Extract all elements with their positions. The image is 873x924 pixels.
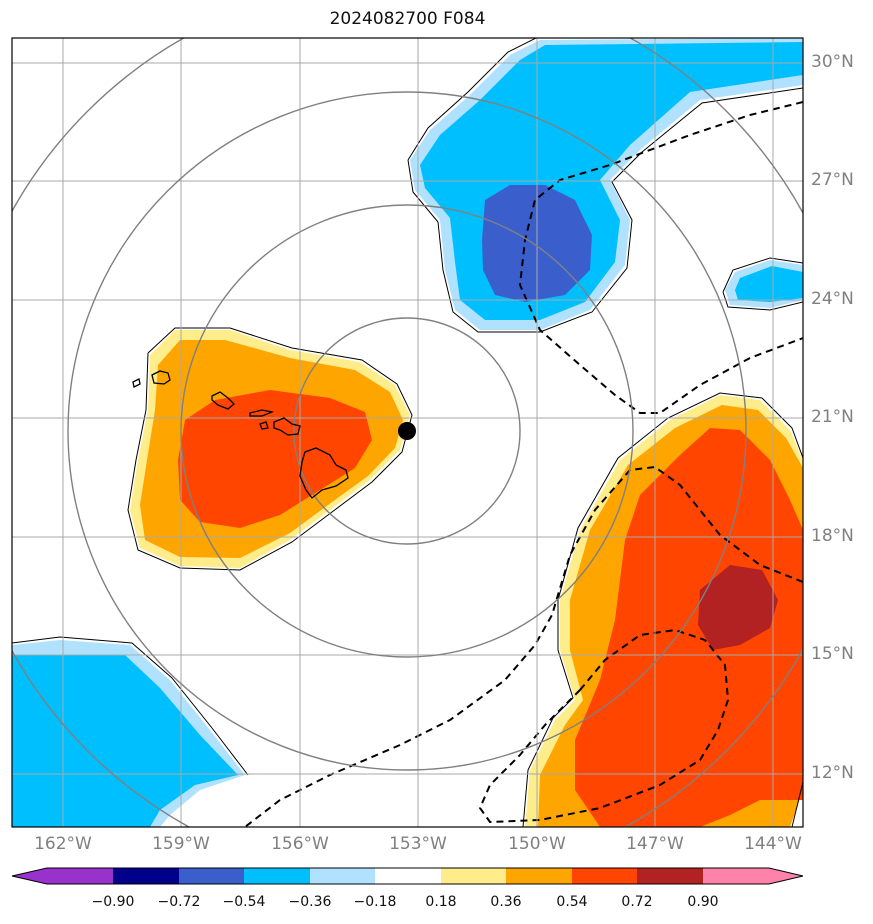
- big-island: [299, 447, 349, 499]
- lon-label-150w: 150°W: [508, 834, 566, 854]
- oahu-island: [211, 391, 235, 410]
- colorbar-tick-label: 0.18: [425, 894, 457, 910]
- colorbar-tick-label: −0.54: [222, 894, 266, 910]
- colorbar: [11, 867, 804, 885]
- lat-label-15n: 15°N: [811, 644, 854, 664]
- colorbar-cell: [375, 868, 441, 884]
- colorbar-cell: [506, 868, 572, 884]
- colorbar-cell: [637, 868, 703, 884]
- lon-label-147w: 147°W: [626, 834, 684, 854]
- colorbar-cell: [113, 868, 179, 884]
- map-title: 2024082700 F084: [329, 9, 486, 29]
- colorbar-outline: [11, 867, 804, 885]
- lat-label-12n: 12°N: [811, 763, 854, 783]
- map-frame: [11, 37, 804, 828]
- range-ring: [180, 204, 634, 658]
- dashed-contours: [244, 101, 803, 827]
- lat-label-18n: 18°N: [811, 526, 854, 546]
- colorbar-tick-label: −0.36: [288, 894, 332, 910]
- colorbar-cell: [179, 868, 244, 884]
- range-ring: [67, 91, 747, 771]
- colorbar-cell: [244, 868, 310, 884]
- colorbar-cell: [441, 868, 506, 884]
- colorbar-extend-max: [769, 868, 803, 884]
- lon-label-159w: 159°W: [152, 834, 210, 854]
- colorbar-tick-label: 0.90: [687, 894, 719, 910]
- maui-island: [273, 417, 301, 436]
- colorbar-tick-label: 0.54: [556, 894, 588, 910]
- colorbar-cell: [703, 868, 769, 884]
- molokai-island: [249, 409, 275, 417]
- lanai-island: [259, 421, 269, 430]
- colorbar-tick-label: 0.72: [621, 894, 653, 910]
- lon-label-156w: 156°W: [271, 834, 329, 854]
- lon-label-162w: 162°W: [34, 834, 92, 854]
- colorbar-tick-label: 0.36: [490, 894, 522, 910]
- lon-label-153w: 153°W: [389, 834, 447, 854]
- lat-label-21n: 21°N: [811, 407, 854, 427]
- range-ring: [293, 317, 521, 545]
- lon-label-144w: 144°W: [744, 834, 802, 854]
- negative-anomaly-east-blob: [725, 260, 803, 308]
- lat-label-24n: 24°N: [811, 289, 854, 309]
- niihau-island: [132, 378, 141, 388]
- gridlines: [12, 38, 803, 827]
- range-rings: [12, 38, 803, 827]
- colorbar-tick-label: −0.72: [157, 894, 201, 910]
- positive-anomaly-hawaii: [130, 330, 410, 568]
- colorbar-extend-min: [12, 868, 47, 884]
- lat-label-27n: 27°N: [811, 170, 854, 190]
- lat-label-30n: 30°N: [811, 52, 854, 72]
- storm-center-marker: [398, 422, 416, 440]
- colorbar-tick-label: −0.90: [91, 894, 135, 910]
- colorbar-cell: [47, 868, 113, 884]
- kauai-island: [151, 370, 171, 385]
- colorbar-cell: [572, 868, 637, 884]
- hawaii-coastlines: [132, 370, 349, 499]
- colorbar-cell: [310, 868, 375, 884]
- colorbar-tick-label: −0.18: [353, 894, 397, 910]
